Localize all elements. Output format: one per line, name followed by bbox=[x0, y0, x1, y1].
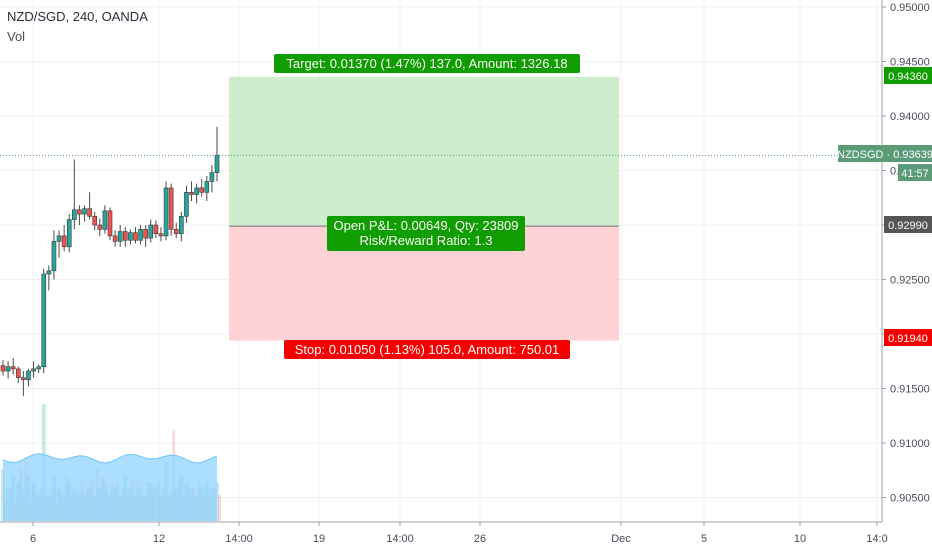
candle-body bbox=[128, 232, 133, 241]
ratio-label: Risk/Reward Ratio: 1.3 bbox=[360, 233, 493, 248]
volume-label[interactable]: Vol bbox=[7, 29, 26, 44]
candle-body bbox=[0, 365, 6, 372]
candle-body bbox=[82, 208, 87, 215]
candle-body bbox=[21, 377, 26, 381]
candle-body bbox=[87, 208, 92, 217]
price-tick-label: 0.95000 bbox=[890, 2, 930, 14]
stop-label-box[interactable] bbox=[284, 340, 570, 359]
candle-body bbox=[143, 229, 148, 239]
time-tick-label: 5 bbox=[701, 533, 707, 545]
volume-ma-line bbox=[2, 453, 218, 464]
time-tick-label: 14:0 bbox=[866, 533, 887, 545]
time-axis[interactable]: 6 12 14:00 19 14:00 26 Dec 5 10 14:0 bbox=[0, 521, 888, 545]
candle-body bbox=[66, 219, 72, 248]
candle-body bbox=[189, 192, 194, 195]
candle-body bbox=[112, 235, 118, 242]
candle-body bbox=[56, 235, 62, 242]
price-tick-label: 0.91000 bbox=[890, 438, 930, 450]
candles-layer bbox=[0, 126, 220, 397]
candle-body bbox=[102, 210, 108, 230]
price-axis-bg bbox=[882, 0, 932, 522]
candle-body bbox=[158, 233, 164, 237]
position-labels[interactable]: Target: 0.01370 (1.47%) 137.0, Amount: 1… bbox=[274, 54, 580, 359]
volume-bar bbox=[218, 495, 221, 521]
stop-price-text: 0.91940 bbox=[888, 333, 928, 345]
time-tick-label: 26 bbox=[474, 533, 486, 545]
entry-price-badge bbox=[884, 216, 932, 233]
candle-body bbox=[72, 209, 77, 220]
candle-body bbox=[51, 241, 57, 272]
target-price-text: 0.94360 bbox=[888, 71, 928, 83]
current-price-badge bbox=[838, 145, 932, 162]
chart-legend[interactable]: NZD/SGD, 240, OANDA Vol bbox=[7, 7, 148, 47]
pnl-label-box[interactable] bbox=[327, 216, 525, 251]
symbol-title[interactable]: NZD/SGD, 240, OANDA bbox=[7, 9, 148, 24]
candle-body bbox=[168, 187, 174, 230]
entry-price-text: 0.92990 bbox=[888, 220, 928, 232]
candle-body bbox=[77, 209, 82, 215]
candle-body bbox=[122, 231, 128, 241]
price-tick-label: 0.91500 bbox=[890, 384, 930, 396]
time-tick-label: 10 bbox=[794, 533, 806, 545]
candle-body bbox=[5, 366, 11, 372]
target-label: Target: 0.01370 (1.47%) 137.0, Amount: 1… bbox=[286, 56, 567, 71]
stop-price-badge bbox=[884, 329, 932, 346]
candle-body bbox=[209, 172, 215, 182]
countdown-text: 41:57 bbox=[901, 168, 929, 180]
candle-body bbox=[214, 154, 220, 173]
candle-body bbox=[15, 368, 21, 378]
candle-body bbox=[36, 366, 41, 370]
target-label-box[interactable] bbox=[274, 54, 580, 73]
countdown-badge bbox=[898, 164, 932, 181]
candle-body bbox=[117, 231, 123, 242]
candle-body bbox=[41, 273, 47, 367]
candle-body bbox=[61, 235, 67, 248]
candle-body bbox=[184, 192, 189, 217]
volume-layer bbox=[1, 404, 221, 521]
time-tick-label: 14:00 bbox=[386, 533, 414, 545]
candle-body bbox=[97, 224, 103, 230]
time-tick-label: 19 bbox=[313, 533, 325, 545]
candle-body bbox=[148, 224, 154, 239]
candle-body bbox=[46, 270, 52, 275]
target-price-badge bbox=[884, 67, 932, 84]
candle-body bbox=[179, 215, 184, 235]
current-price-text: NZDSGD · 0.93639 bbox=[837, 149, 932, 161]
price-tick-label: 0.92500 bbox=[890, 275, 930, 287]
time-tick-label: 12 bbox=[153, 533, 165, 545]
candle-body bbox=[163, 187, 169, 237]
candle-body bbox=[153, 224, 159, 235]
time-tick-label: 14:00 bbox=[225, 533, 253, 545]
position-zones[interactable] bbox=[229, 76, 619, 341]
candle-body bbox=[199, 187, 205, 193]
candle-body bbox=[173, 229, 179, 235]
candle-body bbox=[107, 210, 113, 237]
candle-body bbox=[138, 229, 143, 241]
candle-body bbox=[194, 187, 199, 195]
candle-body bbox=[26, 370, 31, 381]
candle-body bbox=[92, 215, 98, 226]
candle-body bbox=[31, 368, 36, 372]
axis-badges: 0.94360 NZDSGD · 0.93639 41:57 0.92990 0… bbox=[837, 67, 932, 346]
candle-body bbox=[204, 181, 210, 193]
stop-label: Stop: 0.01050 (1.13%) 105.0, Amount: 750… bbox=[295, 342, 560, 357]
pnl-label: Open P&L: 0.00649, Qty: 23809 bbox=[333, 218, 518, 233]
price-tick-label: 0.94500 bbox=[890, 57, 930, 69]
target-zone[interactable] bbox=[229, 76, 619, 227]
price-tick-label: 0.90500 bbox=[890, 493, 930, 505]
candle-body bbox=[10, 366, 16, 370]
time-tick-label: 6 bbox=[30, 533, 36, 545]
candle-body bbox=[133, 232, 138, 241]
time-tick-label: Dec bbox=[611, 533, 631, 545]
price-tick-label: 0.94000 bbox=[890, 111, 930, 123]
volume-ma-area bbox=[3, 453, 217, 521]
